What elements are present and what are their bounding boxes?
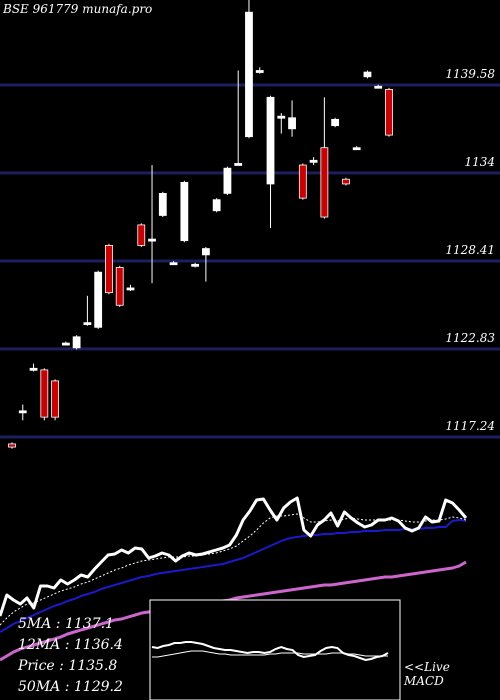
candle-body [72,336,81,349]
candle-body [255,70,264,73]
candle-body [309,159,318,163]
candle-body [266,96,275,185]
legend-price: Price : 1135.8 [18,658,118,674]
candle-body [148,238,156,242]
candle-body [331,118,340,127]
candle-body [158,193,167,216]
candle-body [180,181,189,242]
ma50-line [0,560,467,662]
price-line [0,496,468,617]
macd-label: <<Live MACD [404,660,450,688]
y-tick-label: 1128.41 [445,243,495,257]
candle-body [363,71,372,78]
candle-body [234,163,243,166]
macd-label-line1: <<Live [404,660,450,674]
candle-body [223,167,232,194]
legend-ma5: 5MA : 1137.1 [18,616,114,632]
macd-line [151,641,389,662]
candle-body [342,178,350,185]
candle-body [105,245,113,294]
candle-body [201,248,210,256]
macd-panel [149,599,401,700]
candle-body [191,263,200,267]
legend-ma12: 12MA : 1136.4 [18,637,123,653]
grid-line [0,435,500,439]
candle-body [29,367,38,371]
candle-body [40,369,49,418]
y-tick-label: 1117.24 [445,419,495,433]
candle-body [169,262,178,266]
moving-averages-panel [0,496,468,662]
candle-body [94,271,103,328]
candle-body [61,342,70,346]
candlesticks [8,0,393,449]
y-tick-label: 1139.58 [445,67,495,81]
y-tick-label: 1122.83 [445,330,495,345]
candle-body [298,164,307,199]
legend-ma50: 50MA : 1129.2 [18,679,123,695]
candle-body [374,85,383,89]
candle-body [288,117,296,130]
candle-body [277,115,286,119]
candle-body [18,410,27,414]
grid-line [0,171,500,175]
candle-body [8,443,16,448]
chart-title: BSE 961779 munafa.pro [3,2,153,16]
grid-line [0,347,500,351]
candle-body [126,287,135,291]
candle-body [51,380,59,418]
candle-body [320,147,329,218]
candle-body [137,224,146,246]
grid-line [0,259,500,263]
candle-body [212,199,221,212]
candle-body [83,322,92,326]
ma12-line [0,519,467,633]
candle-body [352,147,361,151]
candle-body [385,89,393,136]
candle-body [115,267,124,306]
candle-body [245,11,253,138]
macd-label-line2: MACD [404,674,444,688]
ma5-line [0,513,467,626]
y-tick-label: 1134 [464,154,495,169]
